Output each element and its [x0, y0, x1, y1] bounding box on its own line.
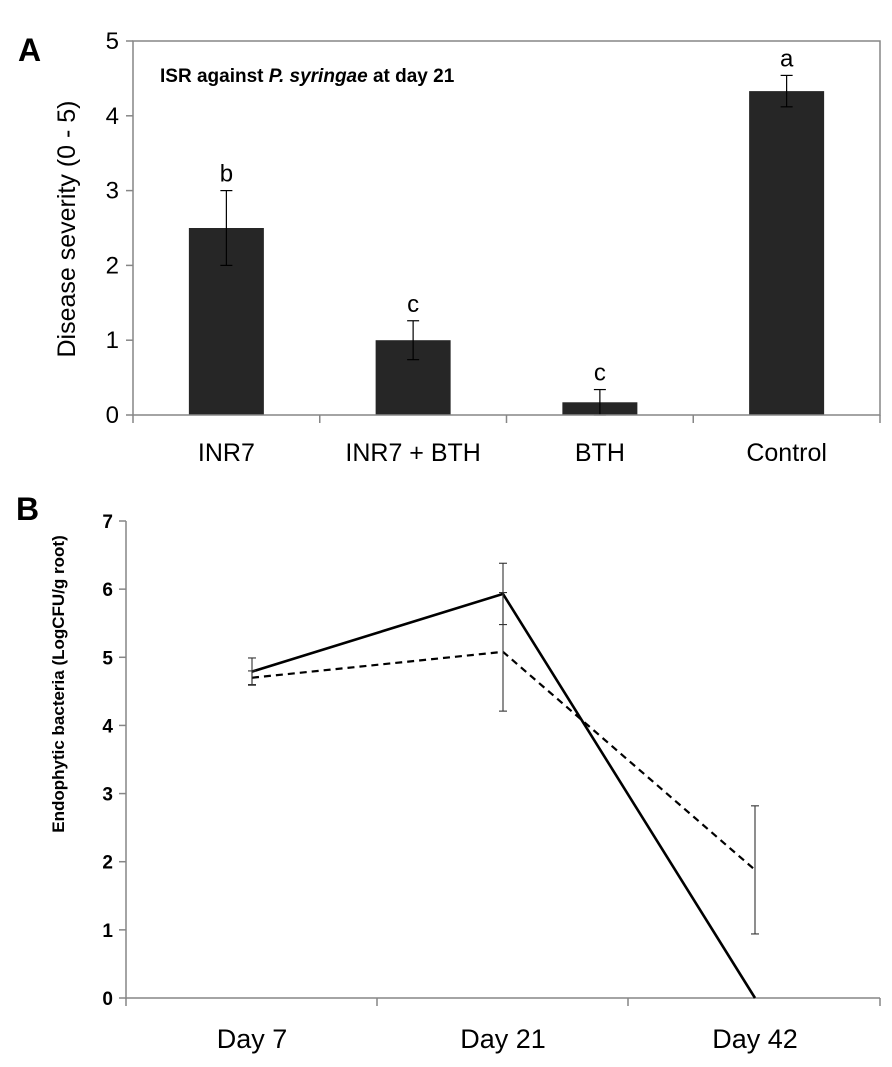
panel-a-letter: A: [18, 32, 41, 68]
bar-control: [749, 91, 825, 415]
panel-a-category-label: INR7 + BTH: [345, 439, 480, 467]
panel-b-category-label: Day 21: [460, 1024, 546, 1054]
panel-a-category-label: INR7: [198, 439, 255, 467]
significance-letter: c: [594, 360, 606, 387]
panel-a-y-tick-label: 0: [106, 402, 119, 429]
panel-a: A ISR against P. syringae at day 21 Dise…: [18, 28, 881, 467]
panel-a-title: ISR against P. syringae at day 21: [160, 66, 455, 87]
panel-a-y-tick-label: 4: [106, 103, 119, 130]
significance-letter: c: [407, 291, 419, 318]
panel-a-category-label: Control: [746, 439, 827, 467]
panel-b-y-tick-label: 3: [102, 785, 113, 806]
panel-a-category-label: BTH: [575, 439, 625, 467]
panel-a-y-tick-label: 3: [106, 178, 119, 205]
panel-b: B Endophytic bacteria (LogCFU/g root) 0 1…: [16, 491, 881, 1054]
panel-b-letter: B: [16, 491, 39, 527]
panel-b-y-axis-label: Endophytic bacteria (LogCFU/g root): [49, 535, 68, 833]
panel-a-y-axis-label: Disease severity (0 - 5): [53, 100, 81, 357]
panel-b-y-tick-label: 1: [102, 921, 113, 942]
panel-b-y-tick-label: 4: [102, 716, 113, 737]
panel-b-category-label: Day 7: [217, 1024, 288, 1054]
panel-b-y-tick-label: 5: [102, 648, 113, 669]
panel-b-y-tick-label: 0: [102, 989, 113, 1010]
panel-a-y-tick-label: 5: [106, 28, 119, 55]
panel-b-category-label: Day 42: [712, 1024, 798, 1054]
panel-a-plot-frame: [132, 40, 881, 416]
panel-b-y-tick-label: 6: [102, 580, 113, 601]
panel-b-y-tick-label: 2: [102, 853, 113, 874]
significance-letter: b: [220, 161, 233, 188]
panel-a-y-tick-label: 2: [106, 252, 119, 279]
significance-letter: a: [780, 45, 794, 72]
panel-b-y-tick-label: 7: [102, 512, 113, 533]
panel-a-y-tick-label: 1: [106, 327, 119, 354]
